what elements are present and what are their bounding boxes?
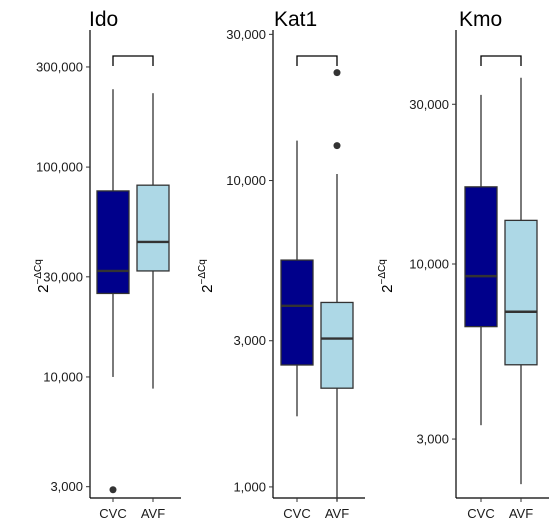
y-axis-label-base: 2 [379, 284, 396, 292]
y-axis-label-exponent: −ΔCq [377, 259, 388, 284]
panel-title: Kmo [459, 8, 502, 31]
panel-ido: Ido 3,000 10,000 30,000 100,000 300,000 2−ΔCq C… [33, 8, 181, 521]
x-tick-label: AVF [141, 506, 165, 521]
box-iqr [280, 259, 314, 366]
y-tick-label: 30,000 [43, 269, 83, 284]
box-iqr [96, 190, 130, 295]
box-cvc: CVC [280, 140, 314, 521]
y-axis-label-base: 2 [199, 284, 216, 292]
significance-bracket [480, 55, 522, 66]
box-cvc: CVC [464, 94, 498, 521]
y-axis-label-exponent: −ΔCq [197, 259, 208, 284]
y-tick-label: 3,000 [416, 432, 449, 447]
panel-kat1: Kat1 1,000 3,000 10,000 30,000 2−ΔCq CVC AVF [197, 8, 365, 521]
x-tick-label: CVC [99, 506, 126, 521]
y-axis-label: 2−ΔCq [377, 259, 396, 293]
outlier-point [333, 69, 341, 77]
y-tick-label: 100,000 [36, 160, 83, 175]
y-tick-label: 30,000 [226, 27, 266, 42]
x-tick-label: AVF [509, 506, 533, 521]
y-tick-label: 30,000 [409, 97, 449, 112]
box-avf: AVF [136, 93, 170, 521]
panel-title: Ido [89, 8, 118, 31]
box-avf: AVF [504, 77, 538, 521]
panel-kmo: Kmo 3,000 10,000 30,000 2−ΔCq CVC AVF [377, 8, 549, 521]
y-axis-label-base: 2 [35, 284, 52, 292]
y-tick-label: 10,000 [43, 369, 83, 384]
x-tick-label: AVF [325, 506, 349, 521]
y-axis-label: 2−ΔCq [33, 259, 52, 293]
x-tick-label: CVC [467, 506, 494, 521]
outlier-point [109, 486, 117, 494]
box-iqr [320, 301, 354, 389]
box-iqr [504, 219, 538, 366]
x-tick-label: CVC [283, 506, 310, 521]
box-iqr [136, 184, 170, 272]
y-tick-label: 3,000 [233, 333, 266, 348]
panel-title: Kat1 [274, 8, 317, 31]
box-avf: AVF [320, 69, 354, 521]
box-cvc: CVC [96, 89, 130, 521]
y-tick-label: 1,000 [233, 479, 266, 494]
significance-bracket [296, 55, 338, 66]
box-iqr [464, 186, 498, 328]
y-tick-label: 10,000 [409, 257, 449, 272]
y-tick-label: 10,000 [226, 173, 266, 188]
y-tick-label: 3,000 [50, 479, 83, 494]
y-tick-label: 300,000 [36, 59, 83, 74]
y-axis-label: 2−ΔCq [197, 259, 216, 293]
outlier-point [333, 142, 341, 150]
y-axis-label-exponent: −ΔCq [33, 259, 44, 284]
significance-bracket [112, 55, 154, 66]
